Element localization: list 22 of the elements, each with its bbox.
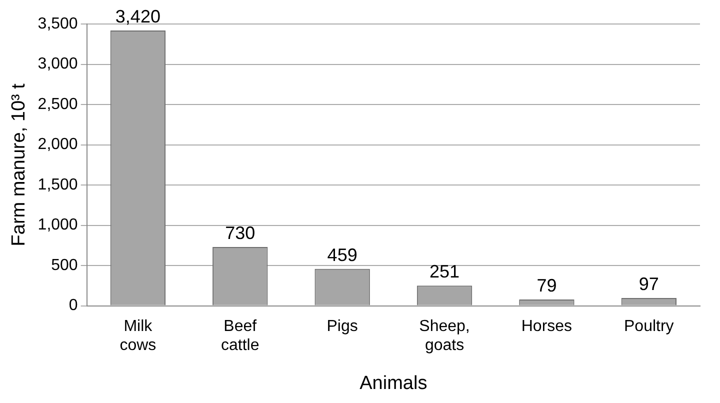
x-axis-title: Animals [360,372,428,394]
data-label: 251 [429,262,460,282]
x-tick-label: Sheep, goats [419,318,470,354]
y-tick-label: 1,500 [38,176,78,194]
y-tick-label: 0 [68,297,78,314]
x-tick-label: Pigs [326,318,358,335]
y-tick-label: 3,500 [38,15,78,32]
y-axis-title: Farm manure, 10³ t [8,82,30,246]
x-tick-label: Beef cattle [221,318,260,354]
x-tick-label: Poultry [624,318,674,335]
data-label: 459 [327,244,358,265]
data-label: 730 [225,222,256,243]
data-label: 79 [536,275,557,296]
y-tick-label: 500 [51,256,78,274]
y-tick-label: 2,000 [38,136,78,154]
y-tick-label: 2,500 [38,96,78,113]
y-tick-label: 3,000 [38,56,78,73]
y-tick-label: 1,000 [38,216,78,234]
data-label: 97 [638,274,659,294]
x-tick-label: Milk cows [120,318,156,354]
x-tick-label: Horses [521,318,572,335]
data-label: 3,420 [115,6,160,26]
